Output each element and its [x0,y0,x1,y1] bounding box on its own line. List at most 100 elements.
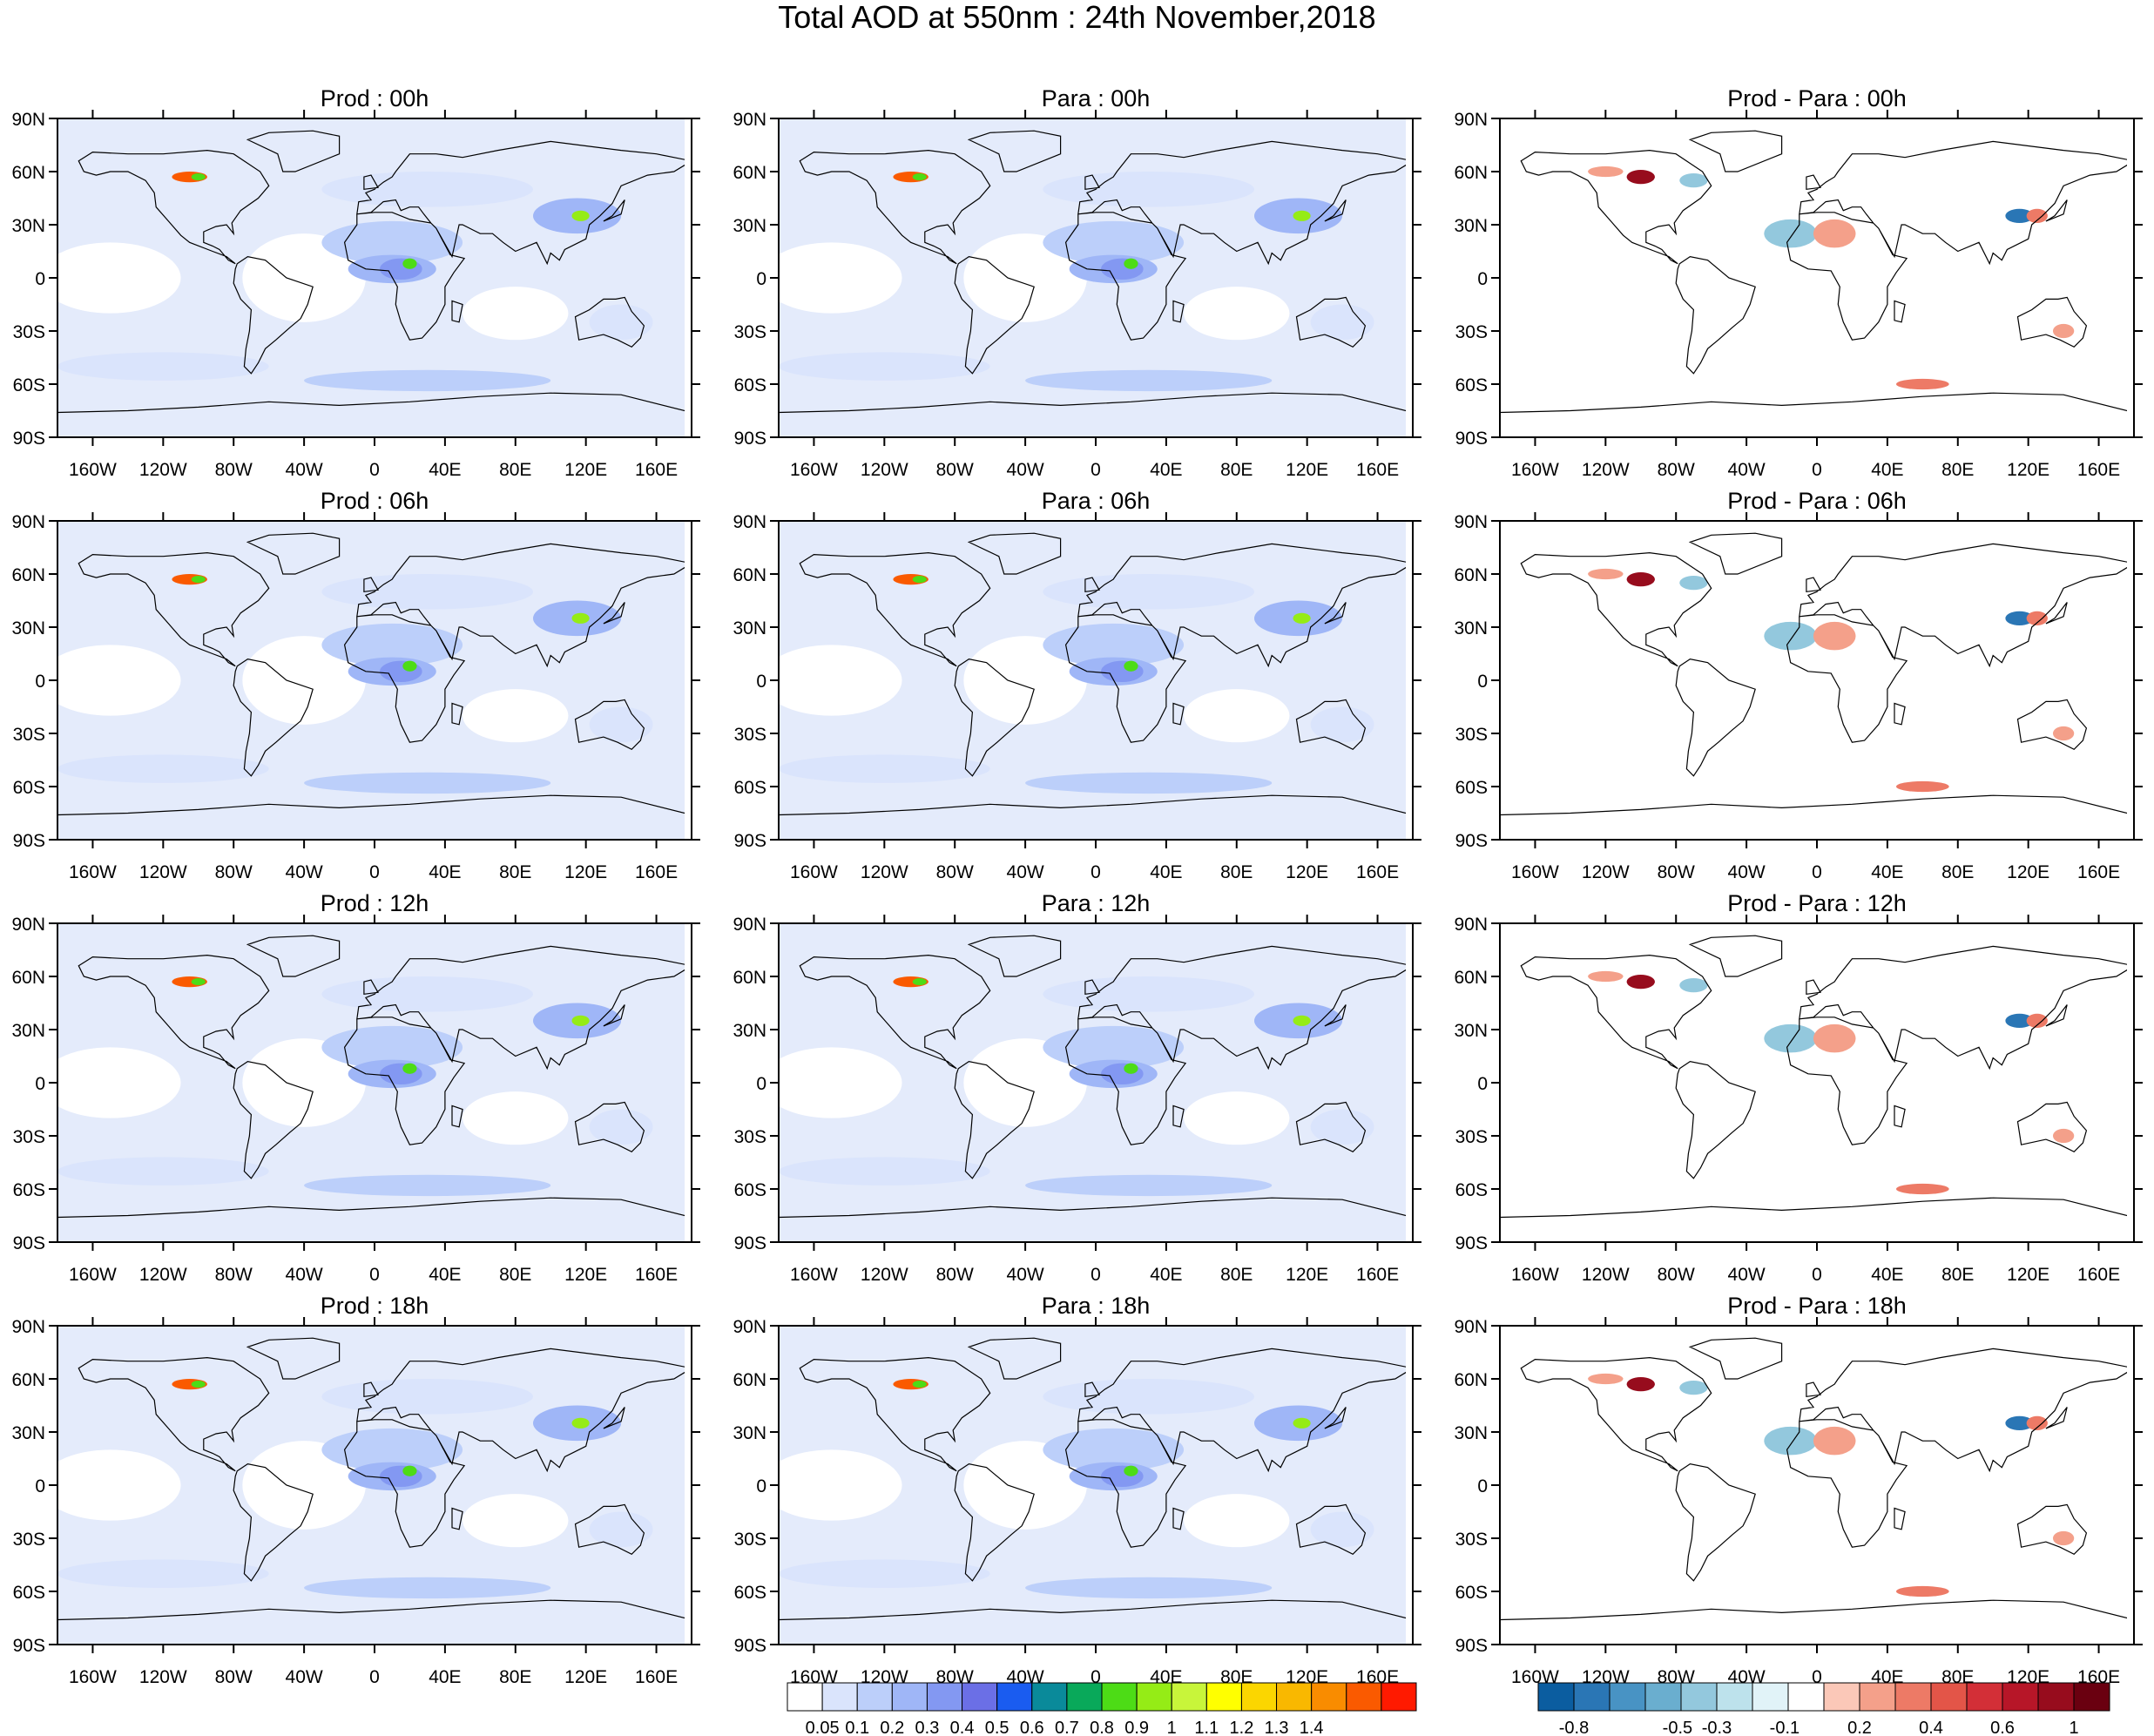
map-panel-10: Prod : 18h 90N 60N 30N 0 30S 60S 90S 160W 120W 80W… [11,1293,700,1687]
field-blob [191,576,206,584]
lon-label: 80E [499,1265,531,1285]
field-clear-area [1184,287,1290,341]
lon-label: 40W [286,1667,323,1687]
lat-label: 60S [1455,1180,1488,1200]
lat-label: 30N [1454,1423,1488,1443]
lat-label: 90S [1455,831,1488,851]
field-blob [1025,772,1273,794]
lat-label: 30N [11,1021,45,1041]
colorbar-swatch [996,1682,1033,1712]
field-blob [1310,304,1374,341]
field-blob [57,1157,269,1185]
lat-label: 30S [734,1127,766,1147]
field-blob [321,976,533,1012]
field-blob [1588,568,1624,580]
field-blob [2052,726,2075,741]
lon-label: 120W [861,460,908,480]
field-blob [321,172,533,207]
field-clear-area [463,287,569,341]
lon-label: 40E [429,862,461,882]
lat-label: 30N [1454,216,1488,236]
lat-label: 60N [11,1370,45,1390]
colorbar-label: 0.7 [1055,1719,1079,1736]
lon-label: 120W [861,862,908,882]
field-clear-area [57,1047,181,1118]
colorbar-swatch [1680,1682,1718,1712]
field-blob [1293,210,1311,221]
lon-label: 80E [1941,460,1974,480]
lat-label: 90S [13,831,45,851]
colorbar-swatch [1381,1682,1417,1712]
colorbar-label: 1.2 [1230,1719,1254,1736]
colorbar-swatch [1573,1682,1610,1712]
lon-label: 120E [564,1667,607,1687]
lat-label: 60N [1454,565,1488,585]
field-blob [1896,1183,1949,1195]
panel-title: Para : 12h [1042,890,1151,916]
field-blob [589,304,653,341]
panel-title: Para : 06h [1042,488,1151,514]
lat-label: 0 [756,269,766,289]
colorbar-swatch [2037,1682,2075,1712]
colorbar-label: -0.3 [1702,1719,1732,1736]
colorbar-swatch [1752,1682,1789,1712]
panel-title: Prod - Para : 18h [1727,1293,1907,1319]
lat-label: 60N [733,1370,766,1390]
lat-label: 30N [733,618,766,638]
lat-label: 0 [1477,672,1488,692]
lon-label: 120E [564,1265,607,1285]
field-blob [1813,1023,1856,1053]
colorbar-swatch [1644,1682,1682,1712]
field-blob [1293,1417,1311,1429]
aod-field [779,923,1406,1243]
field-blob [2026,208,2048,223]
field-blob [321,1379,533,1415]
map-panel-12: Prod - Para : 18h 90N 60N 30N 0 30S 60S 90S 160W… [1454,1293,2143,1687]
lat-label: 60N [11,968,45,988]
lon-label: 40E [429,1265,461,1285]
lat-label: 30S [734,322,766,342]
field-blob [2005,1415,2034,1430]
lat-label: 60N [11,163,45,183]
lat-label: 90N [1454,110,1488,130]
field-blob [571,1015,590,1026]
lon-label: 120E [2007,1265,2049,1285]
map-panel-3: Prod - Para : 00h 90N 60N 30N 0 30S 60S 90S 160W… [1454,85,2143,480]
lat-label: 30N [11,216,45,236]
lon-label: 80W [215,1667,253,1687]
lat-label: 30S [1455,725,1488,745]
lon-label: 160W [69,862,117,882]
field-blob [779,754,990,783]
field-blob [1679,978,1708,993]
lat-label: 90S [13,1636,45,1656]
lon-label: 80W [215,460,253,480]
field-blob [1588,1373,1624,1385]
panel-title: Prod - Para : 12h [1727,890,1907,916]
lon-label: 40E [429,1667,461,1687]
lat-label: 90N [733,110,766,130]
lat-label: 90N [11,915,45,935]
lat-label: 90S [13,1233,45,1253]
panel-title: Prod - Para : 00h [1727,85,1907,111]
field-blob [1896,378,1949,390]
field-blob [1764,219,1817,248]
lon-label: 80W [1658,1667,1695,1687]
lon-label: 80E [1220,1667,1253,1687]
field-blob [2005,208,2034,223]
colorbar-swatch [1205,1682,1242,1712]
colorbar-label: -0.8 [1559,1719,1589,1736]
field-blob [402,258,417,269]
aod-field [57,521,685,841]
colorbar-label: 0.6 [1990,1719,2015,1736]
field-blob [57,352,269,381]
lon-label: 160E [1356,460,1399,480]
lat-label: 90S [1455,1233,1488,1253]
field-blob [1310,1109,1374,1145]
lat-label: 0 [35,672,45,692]
colorbar-swatch [2002,1682,2039,1712]
field-blob [1626,974,1655,990]
lat-label: 30N [1454,1021,1488,1041]
lon-label: 120W [1582,1667,1630,1687]
field-blob [1813,219,1856,248]
field-blob [912,1381,927,1388]
